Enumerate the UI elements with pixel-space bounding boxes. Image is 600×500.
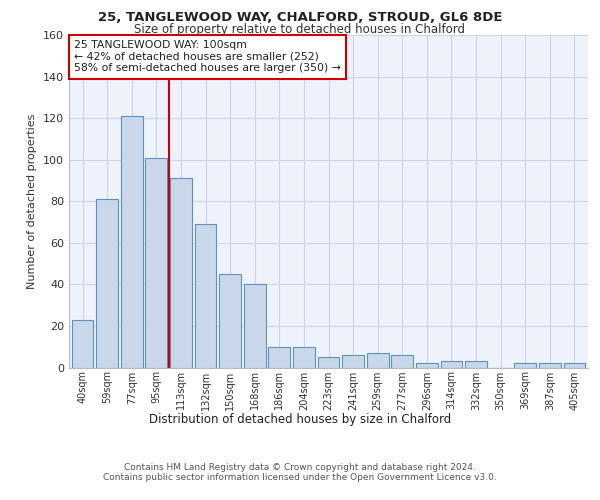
- Bar: [244, 284, 266, 368]
- Text: Size of property relative to detached houses in Chalford: Size of property relative to detached ho…: [134, 22, 466, 36]
- Bar: [317, 357, 340, 368]
- Bar: [293, 346, 315, 368]
- Bar: [268, 346, 290, 368]
- Bar: [367, 353, 389, 368]
- Bar: [342, 355, 364, 368]
- Text: 25, TANGLEWOOD WAY, CHALFORD, STROUD, GL6 8DE: 25, TANGLEWOOD WAY, CHALFORD, STROUD, GL…: [98, 11, 502, 24]
- Bar: [563, 364, 585, 368]
- Bar: [465, 362, 487, 368]
- Bar: [440, 362, 463, 368]
- Bar: [170, 178, 192, 368]
- Bar: [416, 364, 438, 368]
- Bar: [194, 224, 217, 368]
- Bar: [514, 364, 536, 368]
- Bar: [539, 364, 560, 368]
- Bar: [145, 158, 167, 368]
- Y-axis label: Number of detached properties: Number of detached properties: [28, 114, 37, 289]
- Text: 25 TANGLEWOOD WAY: 100sqm
← 42% of detached houses are smaller (252)
58% of semi: 25 TANGLEWOOD WAY: 100sqm ← 42% of detac…: [74, 40, 341, 73]
- Bar: [121, 116, 143, 368]
- Bar: [72, 320, 94, 368]
- Text: Distribution of detached houses by size in Chalford: Distribution of detached houses by size …: [149, 412, 451, 426]
- Bar: [97, 199, 118, 368]
- Bar: [219, 274, 241, 368]
- Text: Contains HM Land Registry data © Crown copyright and database right 2024.
Contai: Contains HM Land Registry data © Crown c…: [103, 462, 497, 482]
- Bar: [391, 355, 413, 368]
